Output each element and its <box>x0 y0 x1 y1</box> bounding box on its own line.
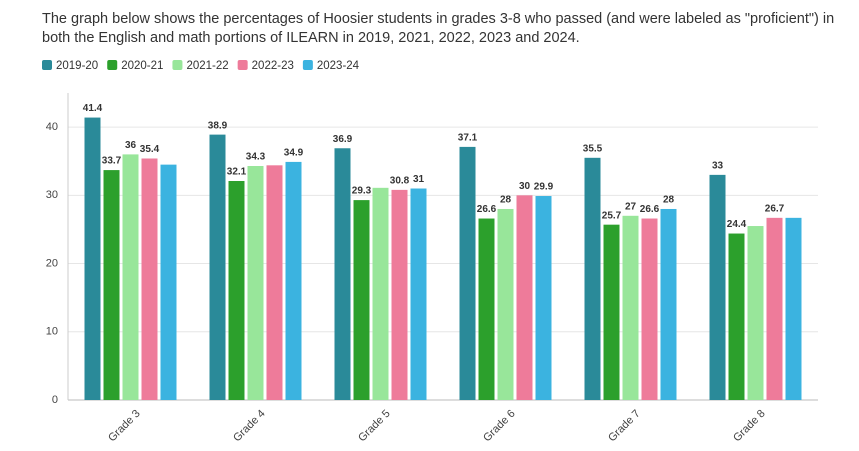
bar <box>584 157 601 400</box>
legend-label: 2021-22 <box>186 60 228 72</box>
x-tick-label: Grade 8 <box>731 408 768 445</box>
bar <box>228 181 245 400</box>
bar <box>285 161 302 400</box>
x-tick-label: Grade 5 <box>356 408 393 445</box>
data-label: 34.9 <box>284 148 304 159</box>
bar <box>372 187 389 400</box>
data-label: 36.9 <box>333 134 353 145</box>
legend-swatch <box>302 60 313 70</box>
bar <box>497 208 514 400</box>
data-label: 35.5 <box>583 143 603 154</box>
data-label: 28 <box>663 195 675 206</box>
data-label: 33 <box>712 161 724 172</box>
bar <box>785 217 802 400</box>
bar <box>660 208 677 400</box>
legend-label: 2022-23 <box>252 60 294 72</box>
y-tick-label: 40 <box>46 121 58 133</box>
bar <box>334 148 351 400</box>
bar <box>209 134 226 401</box>
bar <box>622 215 639 400</box>
data-label: 35.4 <box>140 144 160 155</box>
data-label: 29.3 <box>352 186 372 197</box>
bar <box>122 154 139 400</box>
x-tick-label: Grade 4 <box>231 408 268 445</box>
data-label: 37.1 <box>458 133 478 144</box>
bar <box>516 195 533 400</box>
data-label: 27 <box>625 201 637 212</box>
bar <box>641 218 658 400</box>
bar <box>141 158 158 400</box>
bar <box>410 188 427 400</box>
y-tick-label: 20 <box>46 257 58 269</box>
legend-swatch <box>107 60 118 70</box>
data-label: 25.7 <box>602 210 622 221</box>
y-tick-label: 30 <box>46 189 58 201</box>
data-label: 32.1 <box>227 167 247 178</box>
y-tick-label: 0 <box>52 394 58 406</box>
data-label: 29.9 <box>534 182 554 193</box>
data-label: 26.6 <box>477 204 497 215</box>
bar <box>478 218 495 400</box>
legend-label: 2020-21 <box>121 60 163 72</box>
legend-label: 2023-24 <box>317 60 360 72</box>
bar <box>728 233 745 400</box>
data-label: 34.3 <box>246 152 266 163</box>
subtitle: The graph below shows the percentages of… <box>42 11 834 27</box>
data-label: 31 <box>413 174 425 185</box>
x-tick-label: Grade 7 <box>606 408 643 445</box>
bar <box>747 226 764 400</box>
legend-label: 2019-20 <box>56 60 98 72</box>
legend-swatch <box>237 60 248 70</box>
legend-swatch <box>172 60 183 70</box>
bar <box>709 174 726 400</box>
data-label: 33.7 <box>102 156 122 167</box>
x-tick-label: Grade 3 <box>106 408 143 445</box>
data-label: 30 <box>519 181 531 192</box>
bar <box>459 146 476 400</box>
bar <box>535 196 552 400</box>
bar <box>247 165 264 400</box>
bar <box>84 117 101 400</box>
data-label: 30.8 <box>390 176 410 187</box>
data-label: 38.9 <box>208 120 228 131</box>
bar <box>353 200 370 400</box>
bar <box>391 189 408 400</box>
data-label: 26.6 <box>640 204 660 215</box>
y-tick-label: 10 <box>46 326 58 338</box>
data-label: 24.4 <box>727 219 747 230</box>
subtitle: both the English and math portions of IL… <box>42 30 580 46</box>
bar <box>766 217 783 400</box>
data-label: 28 <box>500 195 512 206</box>
bar <box>266 165 283 400</box>
bar <box>603 224 620 400</box>
bar <box>160 164 177 400</box>
bar <box>103 170 120 400</box>
legend-swatch <box>42 60 52 70</box>
data-label: 36 <box>125 140 137 151</box>
data-label: 41.4 <box>83 103 103 114</box>
x-tick-label: Grade 6 <box>481 408 518 445</box>
data-label: 26.7 <box>765 203 785 214</box>
